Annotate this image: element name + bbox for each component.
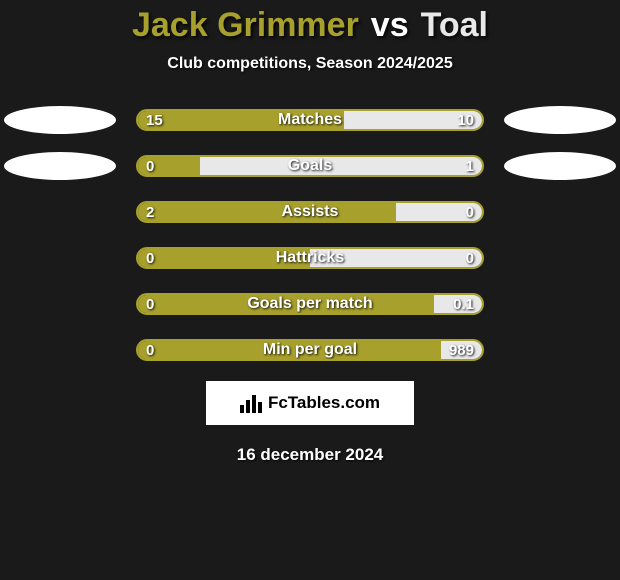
player1-avatar-placeholder (4, 106, 116, 134)
stat-bar: Hattricks0 0 (136, 247, 484, 269)
stat-value-player1: 0 (146, 342, 154, 359)
stat-value-player2: 0.1 (453, 296, 474, 313)
stat-value-player2: 1 (466, 158, 474, 175)
stat-row: Goals per match0 0.1 (0, 293, 620, 315)
player2-name: Toal (421, 6, 488, 45)
logo-text: FcTables.com (268, 393, 380, 413)
bar-chart-icon (240, 393, 262, 413)
player2-avatar-placeholder (504, 152, 616, 180)
stat-bar: Goals0 1 (136, 155, 484, 177)
stat-label: Min per goal (138, 341, 482, 359)
stats-list: Matches1510Goals01Assists20Hattricks00Go… (0, 109, 620, 361)
stat-label: Goals (138, 157, 482, 175)
stat-label: Hattricks (138, 249, 482, 267)
player1-avatar-placeholder (4, 152, 116, 180)
stat-value-player2: 0 (466, 250, 474, 267)
stat-value-player1: 0 (146, 250, 154, 267)
vs-text: vs (371, 6, 409, 45)
stat-value-player2: 10 (457, 112, 474, 129)
player2-avatar-placeholder (504, 106, 616, 134)
stat-row: Hattricks0 0 (0, 247, 620, 269)
stat-value-player2: 989 (449, 342, 474, 359)
fctables-logo[interactable]: FcTables.com (206, 381, 414, 425)
stat-value-player1: 15 (146, 112, 163, 129)
comparison-card: Jack Grimmer vs Toal Club competitions, … (0, 0, 620, 580)
stat-value-player2: 0 (466, 204, 474, 221)
stat-bar: Goals per match0 0.1 (136, 293, 484, 315)
stat-row: Assists2 0 (0, 201, 620, 223)
stat-value-player1: 2 (146, 204, 154, 221)
date-text: 16 december 2024 (237, 445, 384, 465)
stat-label: Goals per match (138, 295, 482, 313)
stat-value-player1: 0 (146, 158, 154, 175)
stat-label: Matches (138, 111, 482, 129)
stat-row: Min per goal0 989 (0, 339, 620, 361)
stat-bar: Min per goal0 989 (136, 339, 484, 361)
stat-bar: Assists2 0 (136, 201, 484, 223)
stat-value-player1: 0 (146, 296, 154, 313)
stat-bar: Matches15 10 (136, 109, 484, 131)
subtitle: Club competitions, Season 2024/2025 (167, 55, 452, 73)
title-row: Jack Grimmer vs Toal (132, 6, 488, 45)
stat-label: Assists (138, 203, 482, 221)
stat-row: Goals0 1 (0, 155, 620, 177)
stat-row: Matches15 10 (0, 109, 620, 131)
player1-name: Jack Grimmer (132, 6, 359, 45)
